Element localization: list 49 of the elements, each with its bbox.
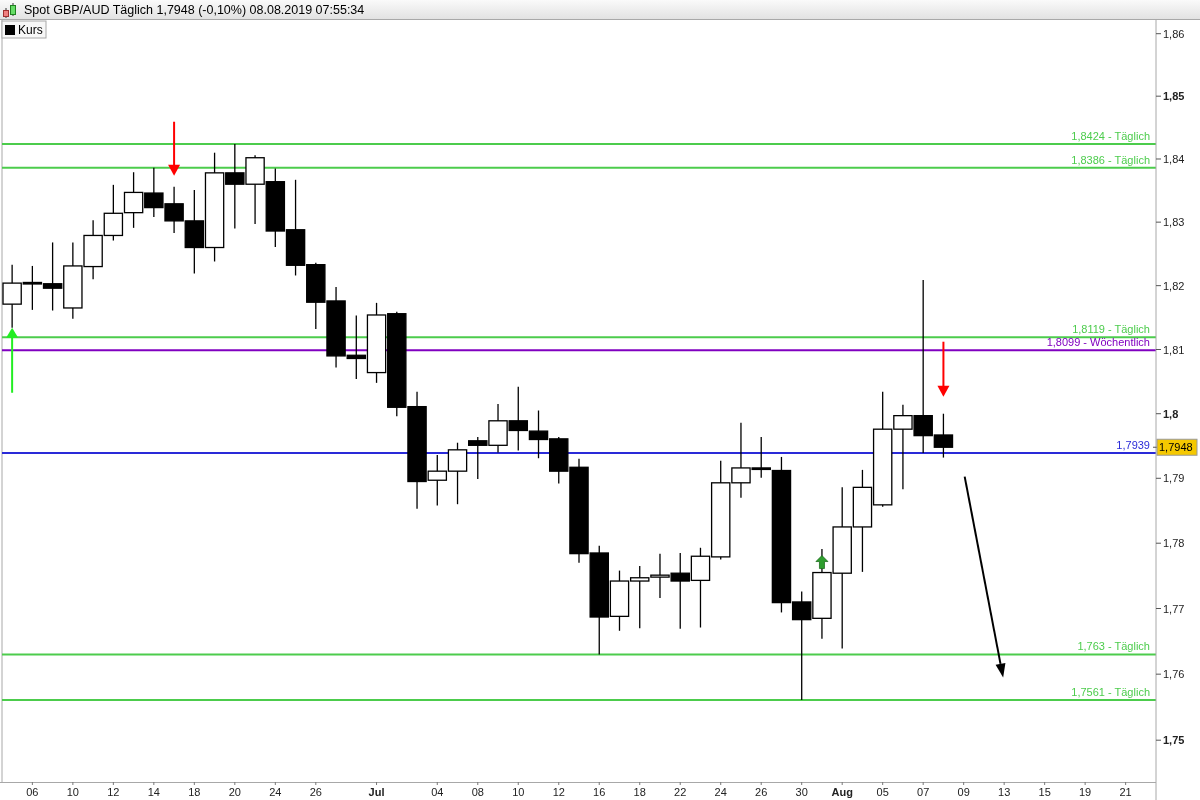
ref-line-label: 1,7939 [1116,439,1150,452]
x-tick-label: 24 [714,786,727,798]
ref-line-label: 1,8099 - Wöchentlich [1046,336,1150,349]
ref-line-label: 1,7561 - Täglich [1071,685,1150,698]
y-tick-label: 1,83 [1163,216,1185,229]
x-tick-label: 04 [431,786,444,798]
x-tick-label: 22 [674,786,687,798]
y-tick-label: 1,84 [1163,152,1185,165]
x-tick-label: 05 [876,786,889,798]
x-tick-label: 19 [1079,786,1092,798]
x-tick-label: 30 [795,786,808,798]
x-tick-label: 21 [1119,786,1132,798]
x-tick-label: 16 [593,786,606,798]
x-tick-label: 08 [471,786,484,798]
y-tick-label: 1,82 [1163,279,1185,292]
ref-line-label: 1,8386 - Täglich [1071,153,1150,166]
x-tick-label: 24 [269,786,282,798]
ref-line-label: 1,8119 - Täglich [1072,323,1150,336]
x-tick-label: 10 [512,786,525,798]
x-tick-label: 14 [147,786,160,798]
x-tick-label: Jul [368,786,385,798]
x-tick-label: 13 [998,786,1011,798]
ref-line-label: 1,8424 - Täglich [1071,129,1150,142]
annotation: 1,7948 [1159,441,1193,454]
y-tick-label: 1,77 [1163,602,1185,615]
x-tick-label: 06 [26,786,39,798]
y-tick-label: 1,81 [1163,343,1185,356]
y-tick-label: 1,79 [1163,472,1185,485]
x-tick-label: 18 [188,786,201,798]
x-tick-label: 09 [957,786,970,798]
x-tick-label: 10 [66,786,79,798]
y-tick-label: 1,78 [1163,537,1185,550]
y-tick-label: 1,8 [1163,407,1179,420]
x-tick-label: 18 [633,786,646,798]
x-tick-label: 12 [107,786,120,798]
x-tick-label: 07 [917,786,930,798]
x-tick-label: 20 [228,786,241,798]
y-tick-label: 1,76 [1163,668,1185,681]
y-tick-label: 1,86 [1163,27,1185,40]
y-tick-label: 1,85 [1163,90,1185,103]
x-tick-label: Aug [831,786,853,798]
y-tick-label: 1,75 [1163,734,1185,747]
x-tick-label: 26 [309,786,322,798]
x-tick-label: 12 [552,786,565,798]
x-tick-label: 15 [1038,786,1051,798]
x-tick-label: 26 [755,786,768,798]
legend-label: Kurs [18,23,43,37]
chart-title: Spot GBP/AUD Täglich 1,7948 (-0,10%) 08.08.2019 07:55:34 [24,3,365,17]
ref-line-label: 1,763 - Täglich [1077,640,1150,653]
